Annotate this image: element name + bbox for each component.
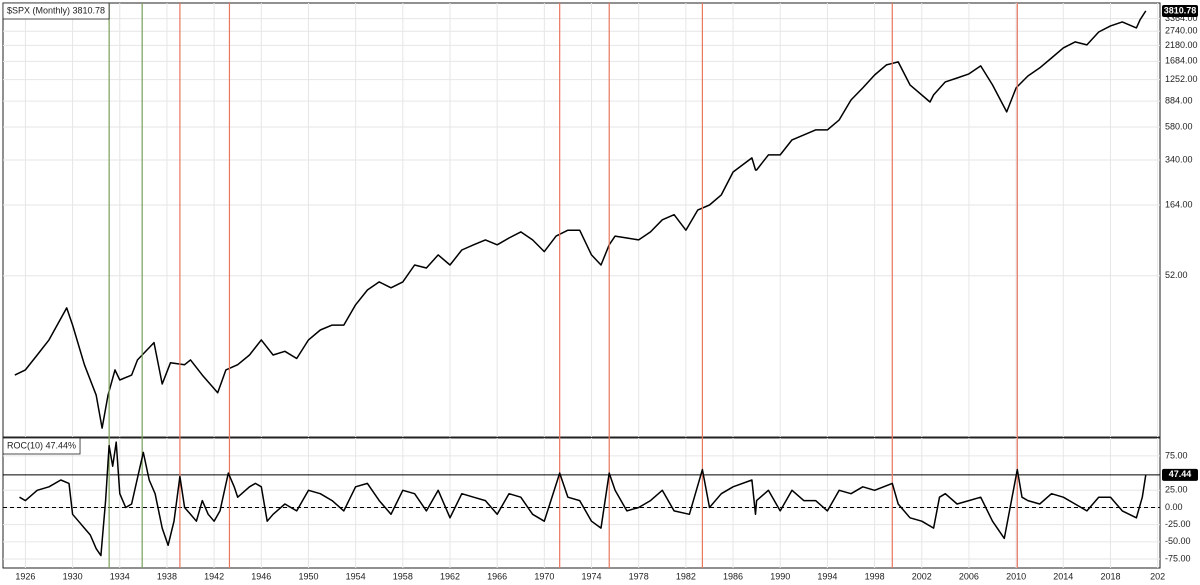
x-tick-label: 2002	[912, 571, 932, 581]
x-tick-label: 1994	[817, 571, 837, 581]
x-tick-label: 2014	[1053, 571, 1073, 581]
x-tick-label: 1958	[393, 571, 413, 581]
last-value-label: 47.44	[1169, 469, 1192, 479]
x-tick-label: 1966	[487, 571, 507, 581]
x-tick-label: 1934	[110, 571, 130, 581]
panel-title: ROC(10) 47.44%	[7, 440, 76, 450]
y-tick-label: 164.00	[1165, 199, 1193, 209]
y-tick-label: -25.00	[1165, 519, 1191, 529]
panel-frame	[2, 2, 1161, 438]
x-tick-label: 2010	[1006, 571, 1026, 581]
y-tick-label: 580.00	[1165, 121, 1193, 131]
last-value-badge	[1162, 468, 1198, 481]
grid-layer	[2, 2, 1161, 569]
mark-layer	[14, 3, 1147, 568]
x-tick-label: 202	[1150, 571, 1165, 581]
x-tick-label: 1950	[298, 571, 318, 581]
x-tick-label: 1982	[676, 571, 696, 581]
panel-frame	[2, 437, 1161, 569]
x-tick-label: 1938	[157, 571, 177, 581]
last-value-badge	[1162, 4, 1198, 17]
y-tick-label: 2740.00	[1165, 26, 1198, 36]
x-tick-label: 1970	[534, 571, 554, 581]
y-tick-label: -75.00	[1165, 553, 1191, 563]
y-tick-label: 1684.00	[1165, 56, 1198, 66]
x-tick-label: 1942	[204, 571, 224, 581]
panel-title-box	[2, 2, 110, 20]
x-tick-label: 1946	[251, 571, 271, 581]
x-tick-label: 1954	[346, 571, 366, 581]
x-tick-label: 1926	[15, 571, 35, 581]
price-line	[14, 10, 1147, 429]
y-tick-label: 3364.00	[1165, 13, 1198, 23]
y-tick-label: 0.00	[1165, 502, 1183, 512]
x-tick-label: 1990	[770, 571, 790, 581]
y-tick-label: -50.00	[1165, 536, 1191, 546]
x-tick-label: 1974	[582, 571, 602, 581]
y-tick-label: 25.00	[1165, 485, 1188, 495]
y-tick-label: 2180.00	[1165, 40, 1198, 50]
x-tick-label: 1986	[723, 571, 743, 581]
y-tick-label: 340.00	[1165, 154, 1193, 164]
last-value-label: 3810.78	[1164, 5, 1197, 15]
panel-title-box	[2, 437, 81, 455]
panel-title: $SPX (Monthly) 3810.78	[7, 5, 105, 15]
y-tick-label: 75.00	[1165, 450, 1188, 460]
x-tick-label: 2018	[1100, 571, 1120, 581]
y-tick-label: 52.00	[1165, 270, 1188, 280]
y-tick-label: 884.00	[1165, 95, 1193, 105]
x-tick-label: 1962	[440, 571, 460, 581]
x-tick-label: 1978	[629, 571, 649, 581]
price-line	[19, 441, 1147, 557]
x-tick-label: 1998	[865, 571, 885, 581]
x-tick-label: 2006	[959, 571, 979, 581]
x-tick-label: 1930	[63, 571, 83, 581]
y-tick-label: 1252.00	[1165, 74, 1198, 84]
